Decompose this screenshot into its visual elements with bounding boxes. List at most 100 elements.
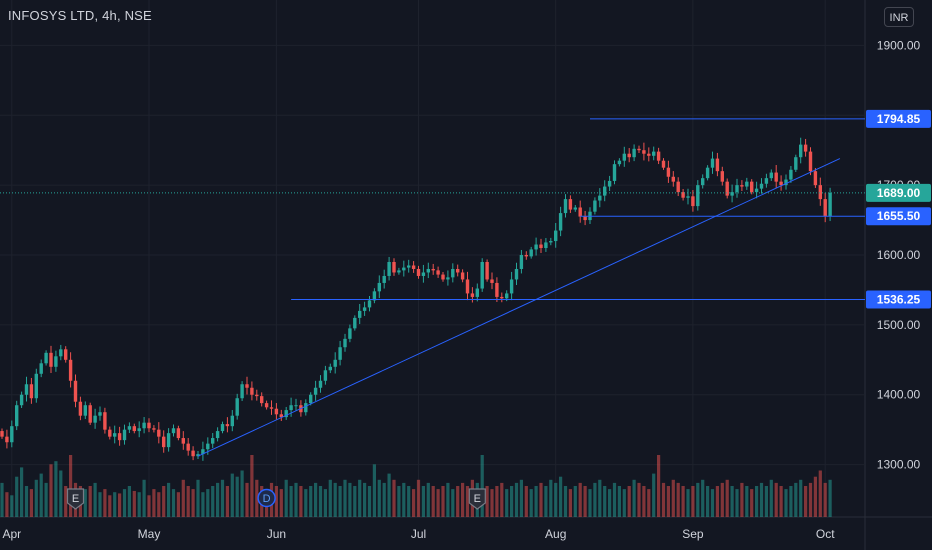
candle-body bbox=[358, 310, 362, 318]
volume-bar bbox=[211, 486, 215, 517]
dividend-marker[interactable]: D bbox=[257, 488, 276, 508]
candles bbox=[0, 137, 832, 461]
candle-body bbox=[220, 424, 225, 432]
volume-bar bbox=[544, 486, 548, 517]
candle bbox=[19, 391, 24, 409]
candle bbox=[142, 417, 146, 434]
candle bbox=[402, 260, 406, 277]
candle bbox=[588, 207, 592, 224]
candle bbox=[235, 393, 239, 420]
volume-bar bbox=[661, 482, 666, 517]
candle bbox=[323, 365, 328, 385]
candle-body bbox=[284, 410, 288, 418]
candle bbox=[784, 174, 788, 190]
volume-bar bbox=[343, 479, 347, 517]
volume-bar bbox=[15, 476, 19, 517]
candle-body bbox=[784, 179, 788, 186]
candle-body bbox=[235, 398, 239, 416]
volume-bar bbox=[196, 479, 200, 517]
volume-bar bbox=[372, 464, 376, 517]
candle-body bbox=[245, 384, 249, 388]
candle-body bbox=[475, 288, 479, 297]
volume-bar bbox=[59, 470, 63, 517]
candle-body bbox=[759, 183, 764, 189]
candle-body bbox=[44, 352, 48, 364]
candle-body bbox=[505, 293, 509, 299]
candle bbox=[799, 137, 803, 164]
candle bbox=[549, 237, 553, 246]
volume-bar bbox=[671, 479, 675, 517]
candle-body bbox=[328, 366, 332, 371]
candle bbox=[475, 283, 479, 302]
candle-body bbox=[19, 394, 24, 406]
candle bbox=[465, 271, 470, 301]
volume-bar bbox=[118, 493, 122, 517]
volume-bar bbox=[764, 486, 768, 517]
volume-bar bbox=[519, 479, 523, 517]
candle bbox=[696, 180, 700, 211]
candle bbox=[397, 267, 401, 275]
candle-body bbox=[456, 268, 460, 273]
candle-body bbox=[147, 422, 151, 429]
candle-body bbox=[206, 443, 210, 450]
volume-bar bbox=[657, 455, 661, 517]
candle-body bbox=[460, 272, 465, 280]
candle bbox=[828, 187, 832, 222]
volume-bar bbox=[392, 479, 396, 517]
candle bbox=[720, 166, 724, 186]
candle bbox=[220, 421, 225, 434]
candle-body bbox=[59, 349, 63, 357]
candle bbox=[358, 303, 362, 325]
candle-body bbox=[558, 213, 563, 231]
y-axis-ticks: 1300.001400.001500.001600.001700.001800.… bbox=[877, 38, 921, 471]
volume-bar bbox=[284, 479, 288, 517]
candle bbox=[39, 359, 43, 378]
currency-button[interactable]: INR bbox=[884, 7, 914, 27]
volume-bar bbox=[578, 482, 582, 517]
volume-bar bbox=[314, 482, 318, 517]
volume-bar bbox=[480, 455, 484, 517]
candle bbox=[431, 263, 435, 275]
volume-bar bbox=[485, 486, 489, 517]
candle bbox=[627, 148, 631, 163]
candle-body bbox=[269, 407, 274, 409]
candle bbox=[181, 431, 185, 450]
candle-body bbox=[426, 268, 430, 273]
candle bbox=[794, 154, 798, 173]
candle-body bbox=[799, 144, 803, 158]
candle-body bbox=[470, 293, 475, 297]
candle bbox=[44, 350, 48, 366]
candle bbox=[0, 428, 4, 439]
candle-body bbox=[451, 268, 455, 278]
candle bbox=[348, 324, 352, 343]
candle bbox=[470, 287, 475, 303]
candle bbox=[240, 381, 244, 402]
volume-bar bbox=[176, 492, 180, 517]
candle bbox=[49, 345, 53, 373]
symbol-title[interactable]: INFOSYS LTD, 4h, NSE bbox=[8, 8, 152, 23]
candle bbox=[421, 264, 426, 283]
candle bbox=[108, 426, 112, 440]
volume-bar bbox=[44, 482, 48, 517]
candle-body bbox=[725, 181, 729, 196]
candle-body bbox=[15, 405, 19, 427]
candle bbox=[113, 425, 117, 444]
candle-body bbox=[661, 160, 666, 168]
volume-bar bbox=[495, 486, 499, 517]
candle bbox=[343, 333, 347, 352]
volume-bar bbox=[465, 486, 470, 517]
candle-body bbox=[495, 282, 499, 297]
candle bbox=[446, 270, 450, 286]
candle-body bbox=[691, 196, 695, 207]
volume-bar bbox=[750, 489, 754, 517]
earnings-marker[interactable]: E bbox=[66, 488, 85, 510]
candle bbox=[157, 422, 161, 444]
candle bbox=[803, 138, 808, 157]
earnings-marker[interactable]: E bbox=[468, 488, 486, 510]
candle bbox=[490, 272, 494, 290]
candle-body bbox=[465, 279, 470, 294]
volume-bar bbox=[348, 482, 352, 517]
volume-bar bbox=[804, 486, 808, 517]
volume-bar bbox=[49, 464, 53, 517]
